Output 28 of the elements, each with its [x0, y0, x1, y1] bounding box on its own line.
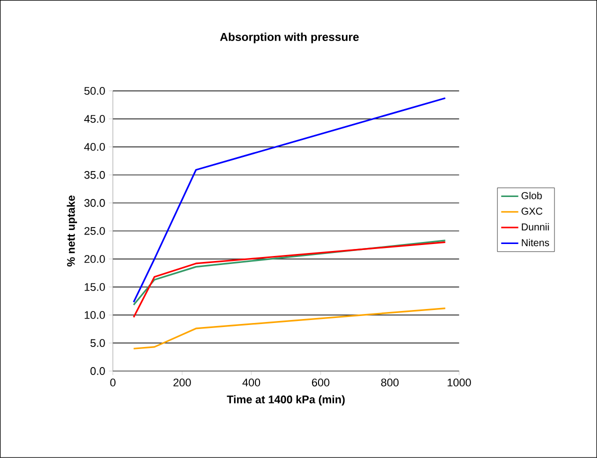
line-series [132, 308, 446, 350]
x-axis-title: Time at 1400 kPa (min) [226, 395, 345, 406]
legend-label: Nitens [522, 238, 550, 246]
line-series [132, 240, 446, 306]
x-tick-label: 800 [381, 378, 399, 386]
x-tick-label: 600 [312, 378, 330, 386]
legend-label: Dunnii [522, 223, 549, 231]
y-tick-label: 45.0 [84, 115, 105, 123]
y-tick-label: 5.0 [90, 339, 105, 347]
legend-label: GXC [522, 208, 542, 215]
y-axis-title: % nett uptake [66, 196, 78, 267]
line-series [132, 97, 446, 303]
y-tick-label: 0.0 [90, 367, 105, 375]
chart-title: Absorption with pressure [220, 32, 359, 44]
y-tick-label: 15.0 [84, 283, 105, 291]
line-series [132, 241, 446, 318]
y-tick-label: 50.0 [84, 87, 105, 95]
x-tick-label: 200 [173, 378, 191, 386]
x-tick-label: 1000 [448, 378, 471, 386]
x-tick-label: 0 [110, 378, 116, 386]
legend-label: Glob [522, 192, 542, 200]
y-tick-label: 25.0 [84, 227, 105, 235]
y-tick-label: 40.0 [84, 143, 105, 151]
y-tick-label: 35.0 [84, 171, 105, 179]
x-tick-label: 400 [242, 378, 260, 386]
y-tick-label: 30.0 [84, 199, 105, 207]
y-tick-label: 20.0 [84, 255, 105, 263]
y-tick-label: 10.0 [84, 311, 105, 319]
